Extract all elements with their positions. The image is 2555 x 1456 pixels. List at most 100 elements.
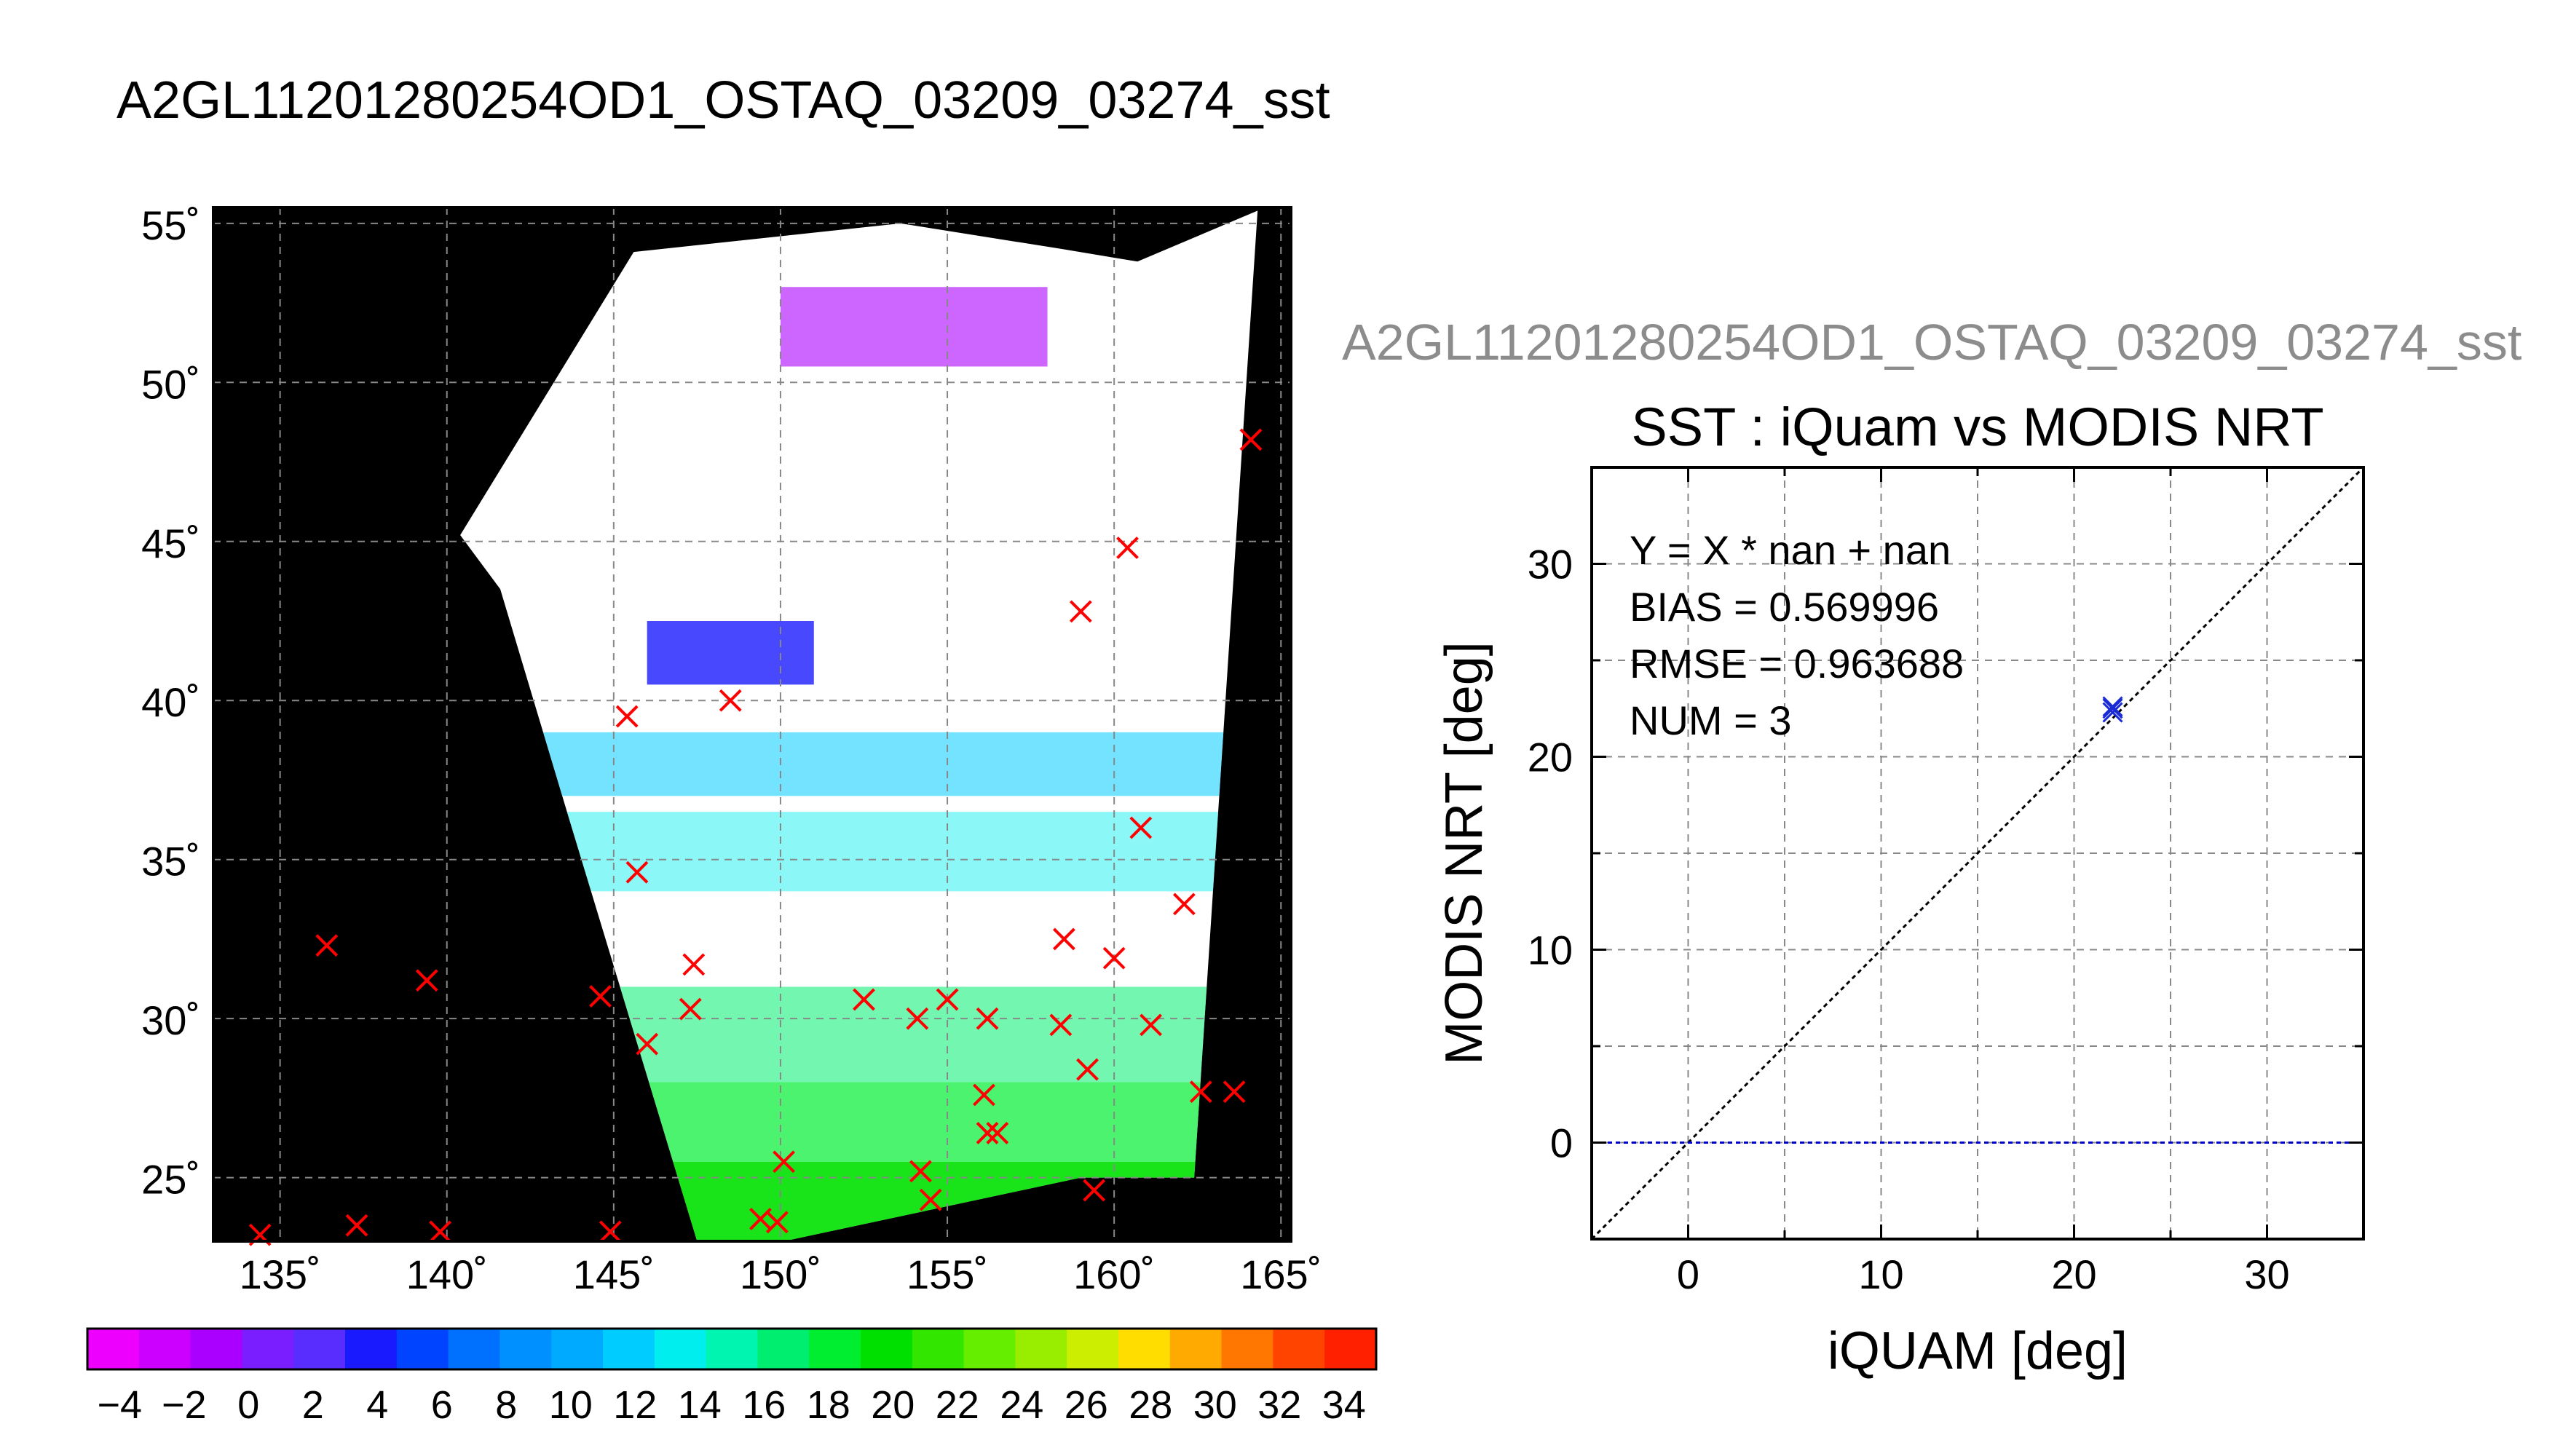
- scatter-tick-marks: [1592, 467, 2364, 1239]
- colorbar: −4 −2 0 2 4 6 8 10 12 14 16 18 20 22 24 26 28 30 32 34: [86, 1327, 1378, 1427]
- matchup-marker: [986, 1122, 1009, 1144]
- matchup-marker: [625, 860, 649, 884]
- map-lon-label: 165˚: [1240, 1251, 1322, 1297]
- stats-fit-line: Y = X * nan + nan: [1630, 527, 1951, 573]
- matchup-marker: [615, 705, 639, 728]
- colorbar-frame: [86, 1327, 1378, 1371]
- colorbar-tick-label: 10: [549, 1383, 593, 1427]
- matchup-marker: [1172, 893, 1196, 916]
- matchup-marker: [1076, 1058, 1099, 1081]
- scatter-x-tick-label: 10: [1858, 1251, 1903, 1297]
- colorbar-cell: [603, 1329, 655, 1369]
- colorbar-cell: [499, 1329, 552, 1369]
- colorbar-tick-label: 14: [678, 1383, 722, 1427]
- scatter-x-tick-label: 20: [2051, 1251, 2096, 1297]
- matchup-marker: [936, 988, 959, 1011]
- matchup-marker: [1102, 946, 1126, 970]
- map-matchup-markers: [248, 428, 1263, 1246]
- map-lon-label: 155˚: [907, 1251, 988, 1297]
- matchup-marker: [853, 988, 875, 1011]
- matchup-marker: [679, 997, 702, 1021]
- colorbar-cell: [1067, 1329, 1119, 1369]
- matchup-marker: [1189, 1080, 1212, 1104]
- map-grid: [213, 207, 1291, 1241]
- colorbar-tick-label: 12: [613, 1383, 657, 1427]
- scatter-point: [2102, 698, 2123, 719]
- colorbar-tick-label: 4: [366, 1383, 388, 1427]
- matchup-marker: [599, 1220, 622, 1243]
- colorbar-tick-label: 0: [237, 1383, 259, 1427]
- colorbar-cell: [1324, 1329, 1377, 1369]
- colorbar-cell: [1118, 1329, 1171, 1369]
- map-lat-label: 35˚: [141, 839, 200, 885]
- scatter-stats-box: Y = X * nan + nan BIAS = 0.569996 RMSE =…: [1630, 527, 1964, 743]
- map-frame: [212, 206, 1292, 1243]
- matchup-marker: [682, 953, 706, 976]
- colorbar-cell: [912, 1329, 965, 1369]
- matchup-marker: [429, 1220, 451, 1243]
- scatter-x-axis-label: iQUAM [deg]: [1828, 1322, 2128, 1380]
- matchup-marker: [906, 1007, 929, 1030]
- colorbar-cell: [861, 1329, 913, 1369]
- colorbar-cell: [1015, 1329, 1067, 1369]
- sst-band: [460, 732, 1258, 796]
- map-lat-label: 50˚: [141, 361, 200, 407]
- matchup-marker: [315, 934, 339, 957]
- sst-band: [780, 287, 1048, 367]
- colorbar-tick-label: 28: [1129, 1383, 1172, 1427]
- matchup-marker: [1140, 1013, 1162, 1037]
- map-lat-label: 45˚: [141, 521, 200, 566]
- right-title: A2GL11201280254OD1_OSTAQ_03209_03274_sst: [1342, 314, 2522, 371]
- map-lon-label: 150˚: [740, 1251, 821, 1297]
- sst-map-panel: 55˚ 50˚ 45˚ 40˚ 35˚ 30˚ 25˚ 135˚ 140˚ 145˚ 150˚ 15…: [141, 202, 1322, 1297]
- colorbar-cell: [396, 1329, 449, 1369]
- scatter-point: [2102, 702, 2123, 723]
- colorbar-cell: [757, 1329, 810, 1369]
- colorbar-cell: [293, 1329, 346, 1369]
- map-lat-label: 25˚: [141, 1157, 200, 1203]
- colorbar-tick-label: 34: [1322, 1383, 1366, 1427]
- colorbar-tick-label: 30: [1193, 1383, 1237, 1427]
- sst-band: [460, 812, 1258, 892]
- matchup-marker: [1049, 1013, 1073, 1037]
- matchup-marker: [909, 1160, 932, 1183]
- scatter-y-axis-label: MODIS NRT [deg]: [1435, 641, 1493, 1065]
- map-lon-label: 160˚: [1073, 1251, 1155, 1297]
- colorbar-cell: [190, 1329, 242, 1369]
- scatter-points: [2102, 696, 2123, 723]
- matchup-marker: [1083, 1179, 1106, 1202]
- scatter-y-tick-label: 20: [1528, 735, 1573, 780]
- scatter-title: SST : iQuam vs MODIS NRT: [1631, 397, 2323, 457]
- colorbar-tick-label: 6: [431, 1383, 453, 1427]
- colorbar-cells: [87, 1329, 1377, 1369]
- map-lat-label: 40˚: [141, 679, 200, 725]
- map-lon-label: 135˚: [240, 1251, 321, 1297]
- colorbar-cell: [654, 1329, 707, 1369]
- stats-rmse: RMSE = 0.963688: [1630, 641, 1964, 687]
- map-latitude-labels: 55˚ 50˚ 45˚ 40˚ 35˚ 30˚ 25˚: [141, 202, 200, 1203]
- matchup-marker: [765, 1211, 789, 1234]
- colorbar-cell: [87, 1329, 140, 1369]
- matchup-marker: [1239, 428, 1263, 451]
- colorbar-tick-label: 8: [495, 1383, 517, 1427]
- matchup-marker: [1116, 537, 1139, 559]
- matchup-marker: [1069, 600, 1092, 623]
- stats-num: NUM = 3: [1630, 697, 1792, 743]
- map-lat-label: 30˚: [141, 997, 200, 1043]
- colorbar-cell: [551, 1329, 604, 1369]
- colorbar-cell: [963, 1329, 1016, 1369]
- scatter-y-tick-labels: 0 10 20 30: [1528, 542, 1573, 1166]
- colorbar-cell: [1221, 1329, 1273, 1369]
- matchup-marker: [415, 969, 438, 992]
- scatter-x-tick-label: 0: [1677, 1251, 1699, 1297]
- scatter-point: [2102, 696, 2123, 717]
- scatter-reference-lines: [1590, 466, 2365, 1241]
- colorbar-tick-label: 24: [1000, 1383, 1043, 1427]
- map-lat-label: 55˚: [141, 202, 200, 248]
- colorbar-cell: [1169, 1329, 1223, 1369]
- colorbar-cell: [1273, 1329, 1325, 1369]
- matchup-marker: [1223, 1080, 1246, 1104]
- map-longitude-labels: 135˚ 140˚ 145˚ 150˚ 155˚ 160˚ 165˚: [240, 1251, 1322, 1297]
- matchup-marker: [589, 985, 612, 1008]
